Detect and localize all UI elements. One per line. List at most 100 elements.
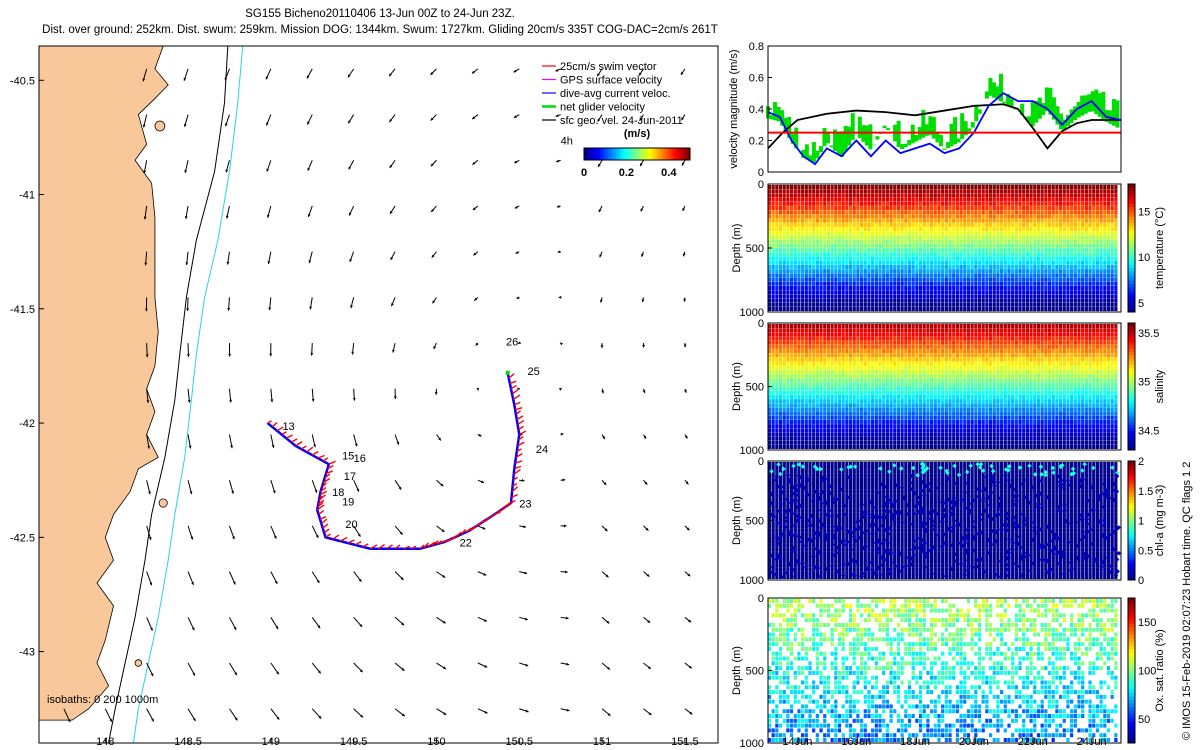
- profile-cell: [789, 394, 794, 399]
- profile-cell: [1084, 273, 1088, 278]
- profile-cell: [1022, 206, 1026, 211]
- profile-cell: [845, 445, 849, 449]
- profile-cell: [848, 415, 853, 420]
- profile-cell: [856, 227, 860, 232]
- colorbar-cell: [1128, 196, 1135, 201]
- profile-cell: [966, 285, 971, 290]
- profile-cell: [782, 399, 786, 404]
- profile-cell: [797, 252, 801, 257]
- profile-cell: [878, 365, 882, 370]
- day-label: 4h: [561, 135, 573, 147]
- profile-cell: [782, 411, 786, 416]
- profile-cell: [789, 264, 794, 269]
- profile-cell: [952, 302, 956, 307]
- profile-cell: [845, 374, 849, 379]
- profile-cell: [815, 344, 819, 349]
- profile-cell: [926, 269, 930, 274]
- profile-cell: [900, 210, 904, 215]
- profile-cell: [963, 189, 967, 194]
- profile-cell: [859, 386, 864, 391]
- profile-cell: [1003, 185, 1007, 189]
- profile-cell: [882, 256, 886, 261]
- profile-cell: [1022, 218, 1026, 223]
- profile-cell: [1044, 298, 1048, 303]
- profile-cell: [874, 218, 878, 223]
- swim-vector: [306, 446, 314, 453]
- profile-cell: [1103, 281, 1107, 286]
- profile-cell: [812, 256, 816, 261]
- profile-cell: [1029, 214, 1033, 219]
- profile-cell: [992, 248, 996, 253]
- profile-cell: [1000, 256, 1004, 261]
- profile-cell: [882, 324, 886, 328]
- swim-vector: [510, 384, 517, 390]
- profile-cell: [863, 411, 867, 416]
- profile-cell: [778, 264, 783, 269]
- profile-cell: [841, 374, 845, 379]
- profile-cell: [1058, 269, 1063, 274]
- profile-cell: [871, 382, 875, 387]
- profile-cell: [1055, 231, 1059, 236]
- profile-cell: [1014, 294, 1018, 299]
- profile-cell: [871, 210, 875, 215]
- profile-cell: [889, 252, 893, 257]
- profile-cell: [1092, 256, 1096, 261]
- profile-cell: [977, 256, 982, 261]
- profile-cell: [1092, 239, 1096, 244]
- profile-cell: [885, 349, 889, 354]
- profile-cell: [959, 277, 963, 282]
- profile-cell: [1106, 243, 1111, 248]
- profile-cell: [1007, 218, 1011, 223]
- sfc-arrow-head: [442, 620, 446, 624]
- profile-cell: [812, 227, 816, 232]
- profile-cell: [804, 210, 808, 215]
- profile-cell: [841, 273, 845, 278]
- profile-cell: [859, 227, 864, 232]
- profile-cell: [852, 445, 856, 449]
- profile-cell: [1106, 281, 1111, 286]
- profile-cell: [1047, 231, 1052, 236]
- profile-cell: [834, 332, 838, 337]
- profile-cell: [834, 344, 838, 349]
- profile-cell: [930, 378, 934, 383]
- profile-cell: [793, 365, 797, 370]
- profile-cell: [801, 243, 805, 248]
- profile-cell: [852, 243, 856, 248]
- profile-cell: [1062, 281, 1066, 286]
- profile-cell: [1000, 231, 1004, 236]
- profile-cell: [767, 264, 772, 269]
- profile-cell: [974, 260, 978, 265]
- profile-cell: [859, 424, 864, 429]
- profile-cell: [918, 210, 923, 215]
- swim-vector: [318, 509, 325, 516]
- profile-cell: [845, 432, 849, 437]
- profile-cell: [933, 260, 937, 265]
- profile-cell: [882, 361, 886, 366]
- profile-cell: [907, 189, 912, 194]
- profile-cell: [915, 382, 919, 387]
- profile-cell: [845, 248, 849, 253]
- profile-cell: [815, 248, 819, 253]
- profile-cell: [1103, 277, 1107, 282]
- sfc-arrow-head: [151, 718, 154, 722]
- profile-cell: [893, 390, 897, 395]
- profile-cell: [911, 399, 915, 404]
- profile-cell: [874, 440, 878, 445]
- profile-cell: [1103, 218, 1107, 223]
- profile-cell: [786, 302, 790, 307]
- profile-cell: [911, 231, 915, 236]
- swim-vector: [354, 540, 362, 546]
- profile-cell: [904, 277, 908, 282]
- profile-cell: [896, 227, 901, 232]
- profile-cell: [812, 432, 816, 437]
- profile-cell: [812, 206, 816, 211]
- profile-cell: [1099, 285, 1103, 290]
- profile-cell: [871, 365, 875, 370]
- profile-cell: [1081, 210, 1085, 215]
- profile-cell: [819, 424, 823, 429]
- profile-cell: [970, 227, 974, 232]
- profile-cell: [926, 210, 930, 215]
- profile-cell: [812, 273, 816, 278]
- profile-cell: [775, 399, 779, 404]
- velocity-line-black: [767, 103, 1121, 150]
